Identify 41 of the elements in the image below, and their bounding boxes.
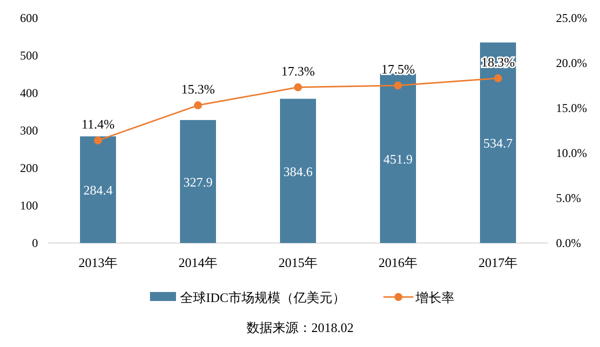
- bar: [480, 42, 516, 243]
- y-tick-label: 500: [20, 48, 38, 62]
- bar: [80, 136, 116, 243]
- point: [494, 74, 502, 82]
- y2-tick-label: 5.0%: [556, 191, 581, 205]
- x-tick-label: 2016年: [378, 255, 418, 270]
- data-label: 17.3%: [281, 63, 315, 78]
- data-label: 11.4%: [81, 116, 115, 132]
- point: [294, 83, 302, 92]
- x-tick-label: 2015年: [278, 255, 318, 270]
- legend-label: 增长率: [414, 290, 454, 305]
- data-label: 534.7: [483, 136, 514, 151]
- y2-tick-label: 20.0%: [556, 56, 587, 70]
- y-tick-label: 0: [32, 236, 38, 250]
- x-tick-label: 2013年: [78, 255, 118, 270]
- data-label: 17.5%: [381, 62, 415, 76]
- data-label: 451.9: [383, 151, 413, 166]
- source-note: 数据来源：2018.02: [246, 320, 354, 335]
- y2-tick-label: 10.0%: [556, 146, 587, 160]
- point: [94, 136, 102, 144]
- data-label: 284.4: [83, 182, 114, 198]
- y-tick-label: 300: [20, 124, 38, 138]
- y-tick-label: 600: [20, 11, 38, 25]
- x-tick-label: 2017年: [478, 255, 518, 270]
- bar: [380, 74, 416, 243]
- point: [394, 82, 402, 90]
- bar: [280, 98, 316, 243]
- data-label: 327.9: [183, 174, 213, 190]
- y-tick-label: 400: [20, 86, 38, 100]
- data-label: 15.3%: [181, 81, 215, 96]
- y2-tick-label: 15.0%: [556, 101, 587, 115]
- y2-tick-label: 25.0%: [556, 11, 587, 25]
- bar: [180, 120, 216, 243]
- legend-label: 全球IDC市场规模（亿美元）: [180, 290, 346, 305]
- y-tick-label: 200: [20, 161, 38, 175]
- y2-tick-label: 0.0%: [556, 236, 581, 250]
- data-label: 384.6: [283, 164, 314, 179]
- x-tick-label: 2014年: [178, 255, 218, 270]
- point: [194, 101, 202, 110]
- y-tick-label: 100: [20, 198, 38, 212]
- data-label: 18.3%: [481, 54, 515, 70]
